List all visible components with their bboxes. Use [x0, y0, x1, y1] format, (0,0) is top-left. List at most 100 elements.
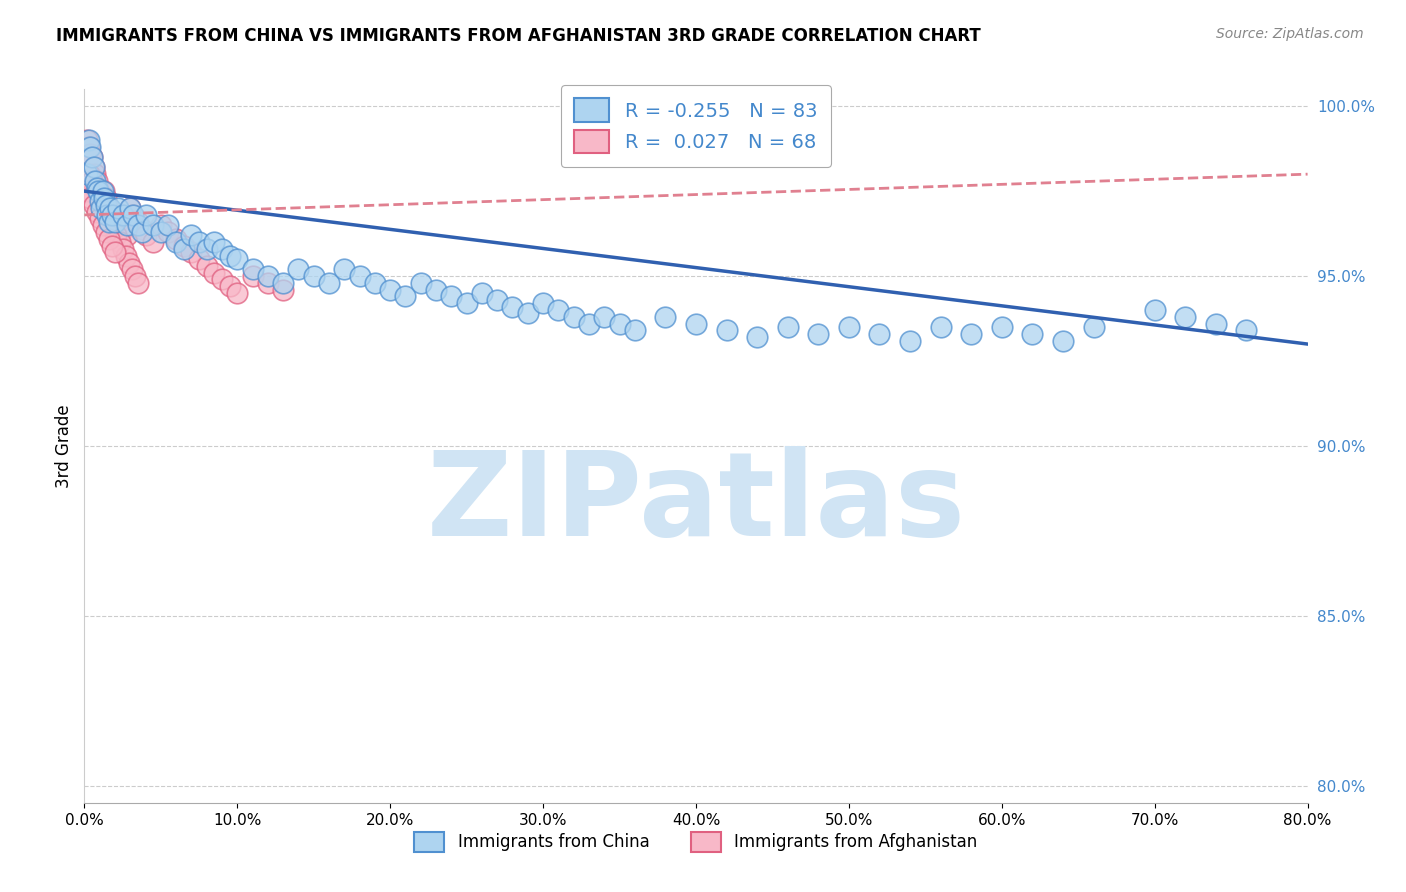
Point: [218, 249, 240, 263]
Point: [1021, 326, 1043, 341]
Point: [1143, 303, 1166, 318]
Point: [104, 208, 127, 222]
Point: [87, 180, 110, 194]
Point: [1205, 317, 1227, 331]
Point: [425, 283, 447, 297]
Point: [1174, 310, 1197, 324]
Point: [94, 191, 117, 205]
Point: [776, 320, 799, 334]
Point: [79, 140, 101, 154]
Point: [101, 218, 124, 232]
Point: [90, 201, 112, 215]
Point: [157, 225, 180, 239]
Point: [516, 306, 538, 320]
Point: [685, 317, 707, 331]
Point: [89, 187, 111, 202]
Point: [93, 201, 115, 215]
Point: [654, 310, 676, 324]
Point: [149, 218, 172, 232]
Point: [101, 208, 124, 222]
Point: [98, 215, 121, 229]
Point: [77, 140, 100, 154]
Point: [118, 255, 141, 269]
Point: [173, 238, 195, 252]
Point: [98, 211, 121, 226]
Point: [211, 272, 233, 286]
Point: [96, 208, 118, 222]
Point: [114, 249, 136, 263]
Point: [90, 194, 112, 209]
Point: [111, 221, 134, 235]
Point: [104, 215, 127, 229]
Point: [103, 221, 125, 235]
Text: ZIPatlas: ZIPatlas: [426, 446, 966, 560]
Point: [131, 225, 153, 239]
Point: [84, 167, 107, 181]
Point: [111, 242, 134, 256]
Point: [105, 228, 128, 243]
Point: [115, 228, 138, 243]
Point: [79, 146, 101, 161]
Point: [242, 262, 264, 277]
Point: [90, 194, 112, 209]
Point: [1052, 334, 1074, 348]
Point: [79, 191, 101, 205]
Point: [226, 286, 249, 301]
Point: [76, 133, 98, 147]
Point: [226, 252, 249, 266]
Point: [76, 167, 98, 181]
Point: [318, 276, 340, 290]
Point: [486, 293, 509, 307]
Point: [124, 269, 146, 284]
Point: [96, 208, 118, 222]
Point: [111, 208, 134, 222]
Point: [593, 310, 616, 324]
Point: [131, 221, 153, 235]
Point: [97, 215, 120, 229]
Point: [142, 218, 165, 232]
Point: [157, 218, 180, 232]
Point: [86, 180, 108, 194]
Point: [101, 238, 124, 252]
Point: [929, 320, 952, 334]
Point: [107, 201, 129, 215]
Point: [242, 269, 264, 284]
Point: [98, 201, 121, 215]
Point: [89, 194, 111, 209]
Point: [188, 235, 211, 249]
Point: [562, 310, 585, 324]
Point: [271, 283, 294, 297]
Y-axis label: 3rd Grade: 3rd Grade: [55, 404, 73, 488]
Point: [195, 242, 218, 256]
Point: [87, 187, 110, 202]
Point: [122, 208, 145, 222]
Point: [149, 225, 172, 239]
Point: [165, 235, 187, 249]
Point: [960, 326, 983, 341]
Point: [120, 201, 142, 215]
Point: [180, 245, 202, 260]
Point: [807, 326, 830, 341]
Point: [84, 174, 107, 188]
Point: [287, 262, 309, 277]
Point: [80, 150, 103, 164]
Point: [257, 269, 280, 284]
Point: [456, 296, 478, 310]
Point: [97, 232, 120, 246]
Point: [127, 215, 149, 229]
Point: [409, 276, 432, 290]
Point: [624, 323, 647, 337]
Point: [302, 269, 325, 284]
Point: [349, 269, 371, 284]
Point: [115, 218, 138, 232]
Point: [77, 133, 100, 147]
Point: [122, 208, 145, 222]
Point: [77, 167, 100, 181]
Point: [93, 191, 115, 205]
Point: [135, 228, 157, 243]
Point: [716, 323, 738, 337]
Point: [80, 174, 103, 188]
Point: [202, 266, 225, 280]
Point: [87, 184, 110, 198]
Point: [83, 161, 105, 175]
